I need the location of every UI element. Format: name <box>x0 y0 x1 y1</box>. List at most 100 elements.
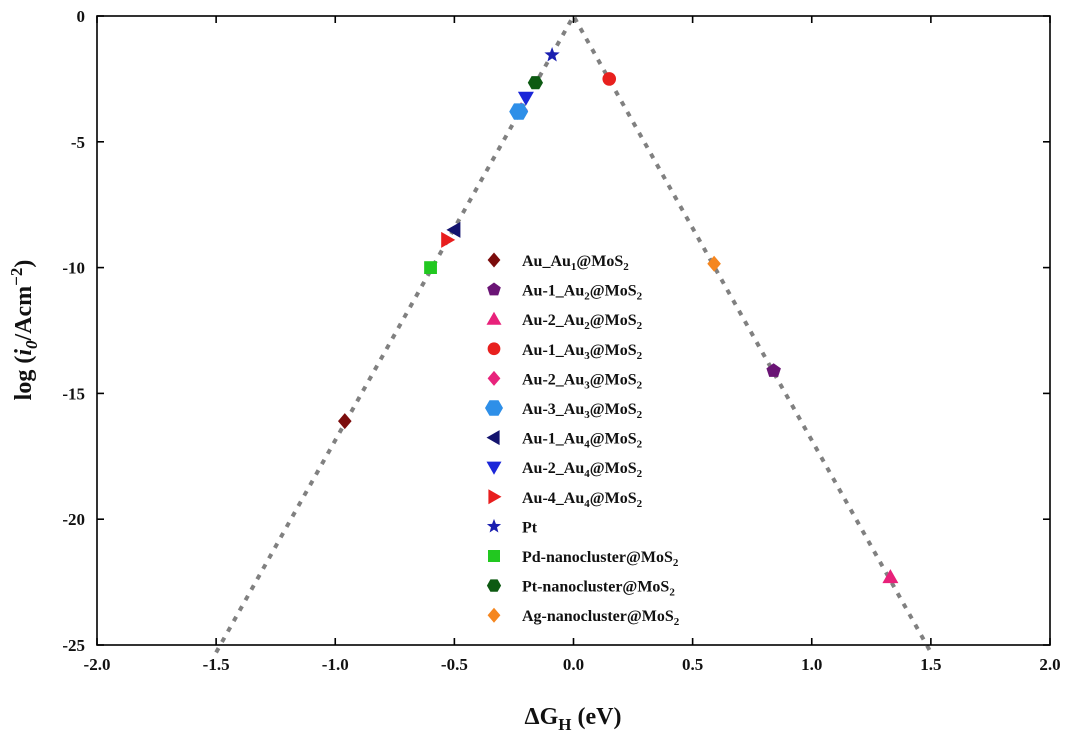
legend-label-sub: 3 <box>584 350 590 362</box>
data-point-series-10 <box>424 261 437 274</box>
legend-label-sub: 1 <box>571 261 577 273</box>
legend-marker-1 <box>487 282 501 296</box>
data-point-series-6 <box>446 221 461 238</box>
legend-marker-8 <box>488 489 502 505</box>
x-axis-title: ΔGH (eV) <box>525 704 622 734</box>
x-tick-label: 0.0 <box>563 655 584 674</box>
legend-label-4: Au-2_Au3@MoS2 <box>522 371 643 391</box>
x-tick-label: 0.5 <box>682 655 703 674</box>
legend-marker-7 <box>486 461 502 475</box>
legend-marker-12 <box>487 607 501 623</box>
legend-label-sub2: 2 <box>669 587 675 599</box>
legend-label-sub: 4 <box>584 498 590 510</box>
data-point-series-12 <box>707 255 721 272</box>
legend-label-sub: 2 <box>584 320 590 332</box>
data-point-series-9 <box>544 47 560 62</box>
legend-label-sub2: 2 <box>637 409 643 421</box>
legend-label-3: Au-1_Au3@MoS2 <box>522 342 643 362</box>
legend-label-12: Ag-nanocluster@MoS2 <box>522 608 680 628</box>
legend-label-sub2: 2 <box>637 498 643 510</box>
y-axis-title-suffix: ) <box>11 260 37 268</box>
x-tick-label: 2.0 <box>1039 655 1060 674</box>
legend-label-tail: @MoS <box>590 283 637 300</box>
y-axis-title-sub: 0 <box>22 340 41 349</box>
legend-label-main: Pt <box>522 519 538 536</box>
legend-label-tail: @MoS <box>590 460 637 477</box>
legend-label-10: Pd-nanocluster@MoS2 <box>522 549 679 569</box>
legend-label-main: Au_Au <box>522 253 571 270</box>
legend-label-main: Au-2_Au <box>522 312 584 329</box>
legend-label-sub: 4 <box>584 468 590 480</box>
legend-label-tail: @MoS <box>590 401 637 418</box>
legend-label-sub2: 2 <box>674 616 680 628</box>
x-axis-title-main: ΔG <box>525 704 559 730</box>
legend-label-sub2: 2 <box>637 291 643 303</box>
legend-label-5: Au-3_Au3@MoS2 <box>522 401 643 421</box>
legend-label-main: Au-3_Au <box>522 401 584 418</box>
legend-label-sub2: 2 <box>637 439 643 451</box>
legend-label-0: Au_Au1@MoS2 <box>522 253 629 273</box>
y-tick-label: 0 <box>77 7 86 26</box>
legend-marker-10 <box>488 550 500 562</box>
data-point-series-8 <box>441 231 456 248</box>
legend-marker-5 <box>485 400 503 416</box>
legend-marker-0 <box>487 252 501 268</box>
legend-label-sub: 2 <box>584 291 590 303</box>
axis-ticks: -2.0 -1.5 -1.0 -0.5 0.0 0.5 1.0 1.5 2.0 0 -5 -10 -15… <box>62 7 1060 674</box>
legend-marker-2 <box>486 311 502 325</box>
x-tick-label: 1.0 <box>801 655 822 674</box>
y-tick-label: -25 <box>62 636 85 655</box>
data-point-series-2 <box>882 569 899 584</box>
x-axis-title-sub: H <box>558 715 571 734</box>
x-tick-label: -0.5 <box>441 655 468 674</box>
y-axis-title: log (i0/Acm−2) <box>7 260 41 401</box>
y-axis-title-sup: −2 <box>7 268 26 286</box>
legend-label-9: Pt <box>522 519 538 536</box>
legend-label-main: Ag-nanocluster@MoS <box>522 608 674 625</box>
x-tick-label: -2.0 <box>84 655 111 674</box>
legend-label-2: Au-2_Au2@MoS2 <box>522 312 643 332</box>
legend-label-sub2: 2 <box>673 557 679 569</box>
x-axis-title-unit: (eV) <box>571 704 621 730</box>
volcano-reference-line-0 <box>214 11 933 654</box>
y-tick-label: -10 <box>62 259 85 278</box>
legend-label-tail: @MoS <box>590 342 637 359</box>
legend-label-sub: 3 <box>584 379 590 391</box>
legend-label-6: Au-1_Au4@MoS2 <box>522 431 643 451</box>
y-tick-label: -5 <box>71 133 85 152</box>
legend-label-main: Au-1_Au <box>522 431 584 448</box>
legend-label-sub2: 2 <box>623 261 629 273</box>
legend-label-8: Au-4_Au4@MoS2 <box>522 490 643 510</box>
legend-label-main: Pd-nanocluster@MoS <box>522 549 673 566</box>
legend-label-sub: 3 <box>584 409 590 421</box>
legend-marker-4 <box>487 370 501 386</box>
legend-marker-11 <box>486 579 502 592</box>
legend-label-tail: @MoS <box>590 490 637 507</box>
legend-label-tail: @MoS <box>590 431 637 448</box>
legend-label-sub2: 2 <box>637 350 643 362</box>
legend-label-tail: @MoS <box>576 253 623 270</box>
data-point-series-0 <box>338 413 352 430</box>
legend-label-tail: @MoS <box>590 312 637 329</box>
legend-label-sub2: 2 <box>637 379 643 391</box>
legend-label-sub2: 2 <box>637 320 643 332</box>
legend-label-sub2: 2 <box>637 468 643 480</box>
y-axis-title-var: i <box>11 349 37 356</box>
legend-label-11: Pt-nanocluster@MoS2 <box>522 579 675 599</box>
legend-label-1: Au-1_Au2@MoS2 <box>522 283 643 303</box>
data-point-series-3 <box>602 72 617 86</box>
x-tick-label: 1.5 <box>920 655 941 674</box>
legend-label-main: Au-2_Au <box>522 371 584 388</box>
legend-label-main: Au-1_Au <box>522 342 584 359</box>
data-point-series-11 <box>527 76 543 90</box>
data-point-series-1 <box>766 363 781 377</box>
legend-marker-9 <box>486 518 502 533</box>
legend-marker-3 <box>487 342 501 356</box>
legend-label-main: Au-1_Au <box>522 283 584 300</box>
legend-label-main: Pt-nanocluster@MoS <box>522 579 669 596</box>
x-tick-label: -1.0 <box>322 655 349 674</box>
data-points <box>338 47 899 584</box>
x-tick-label: -1.5 <box>203 655 230 674</box>
legend-label-main: Au-2_Au <box>522 460 584 477</box>
